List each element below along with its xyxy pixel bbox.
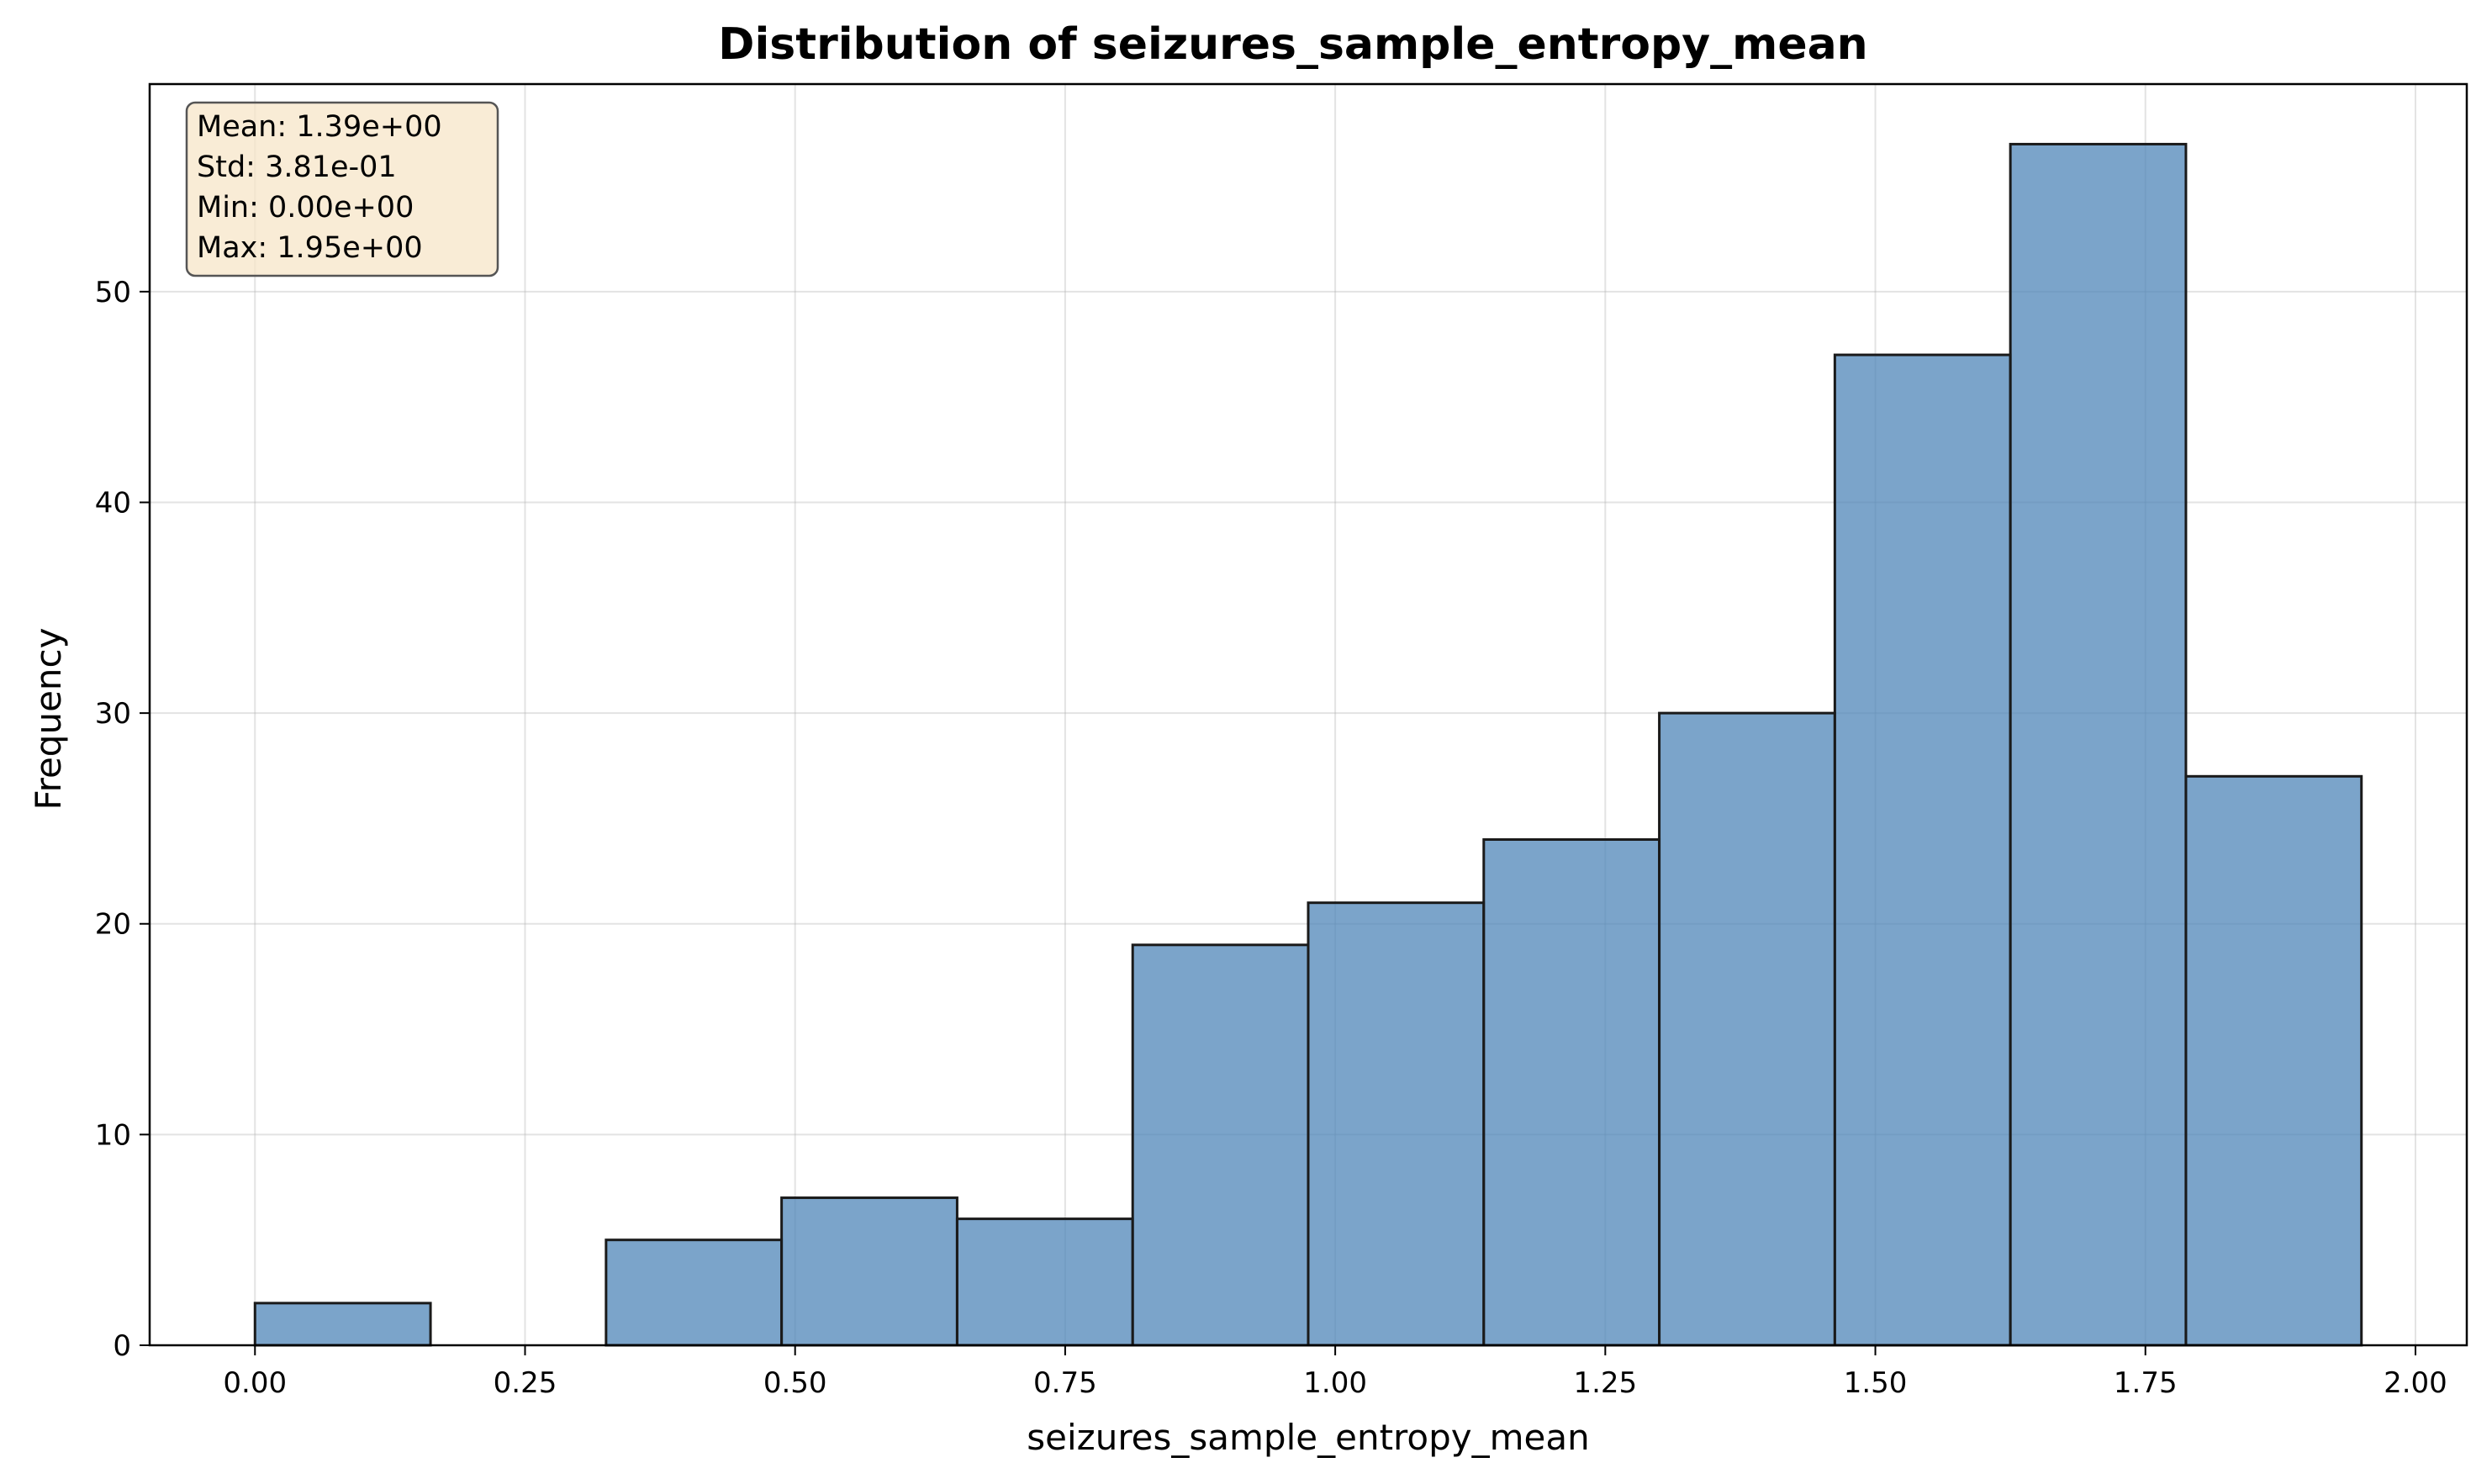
stats-min: Min: 0.00e+00 (197, 191, 414, 224)
y-axis-label: Frequency (28, 628, 69, 811)
plot-frame (148, 82, 2468, 1347)
histogram-bar-0 (253, 1302, 432, 1347)
x-tick-label-7: 1.75 (2114, 1366, 2178, 1400)
stats-max: Max: 1.95e+00 (197, 231, 423, 265)
histogram-bar-9 (1833, 353, 2012, 1347)
x-tick-label-4: 1.00 (1303, 1366, 1367, 1400)
x-tick-label-6: 1.50 (1844, 1366, 1908, 1400)
histogram-bar-6 (1307, 901, 1486, 1347)
chart-title: Distribution of seizures_sample_entropy_… (718, 19, 1867, 70)
x-tick-label-2: 0.50 (763, 1366, 827, 1400)
stats-mean: Mean: 1.39e+00 (197, 110, 442, 144)
x-axis-ticks: 0.00 0.25 0.50 0.75 1.00 1.25 1.50 1.75 2.00 (223, 1345, 2447, 1400)
x-tick-label-8: 2.00 (2384, 1366, 2447, 1400)
histogram-bar-7 (1482, 837, 1661, 1347)
stats-std: Std: 3.81e-01 (197, 151, 397, 184)
y-tick-label-3: 30 (95, 697, 131, 731)
histogram-bar-10 (2009, 142, 2188, 1347)
y-tick-label-0: 0 (113, 1329, 131, 1363)
x-tick-label-0: 0.00 (223, 1366, 287, 1400)
histogram-bar-2 (605, 1238, 784, 1347)
y-tick-label-4: 40 (95, 486, 131, 520)
histogram-bar-3 (780, 1196, 958, 1347)
y-tick-label-2: 20 (95, 908, 131, 942)
histogram-bar-5 (1131, 943, 1310, 1347)
histogram-bars (253, 142, 2363, 1347)
stats-box-background (185, 101, 499, 277)
x-tick-label-1: 0.25 (494, 1366, 557, 1400)
stats-box: Mean: 1.39e+00 Std: 3.81e-01 Min: 0.00e+… (185, 101, 499, 277)
y-axis-ticks: 0 10 20 30 40 50 (95, 276, 150, 1363)
histogram-bar-11 (2184, 774, 2363, 1347)
x-tick-label-3: 0.75 (1033, 1366, 1097, 1400)
x-tick-label-5: 1.25 (1573, 1366, 1637, 1400)
y-tick-label-1: 10 (95, 1118, 131, 1152)
x-axis-label: seizures_sample_entropy_mean (1027, 1417, 1589, 1458)
y-tick-label-5: 50 (95, 276, 131, 309)
histogram-bar-8 (1658, 711, 1836, 1347)
histogram-bar-4 (955, 1217, 1134, 1347)
